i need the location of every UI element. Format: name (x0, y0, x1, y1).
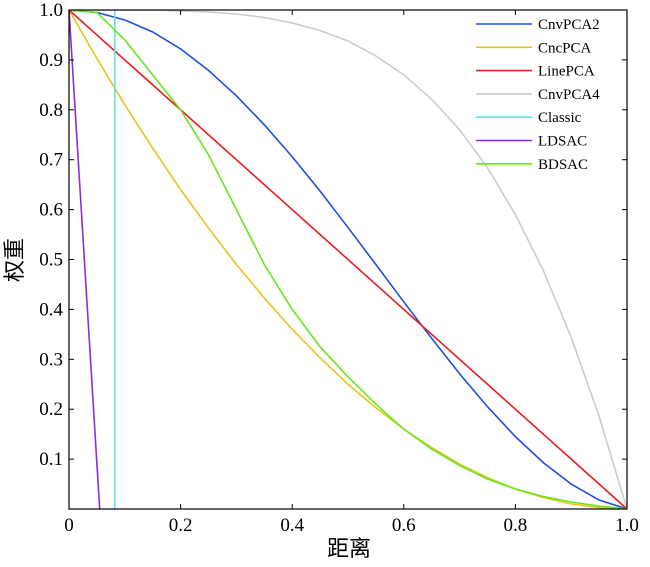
y-tick-label: 0.1 (39, 449, 63, 470)
y-tick-label: 0.9 (39, 50, 63, 71)
series-line-ldsac (69, 10, 101, 509)
legend-label: LDSAC (538, 134, 587, 150)
series-line-linepca (69, 10, 627, 509)
y-axis-label: 权重 (2, 238, 27, 282)
x-tick-label: 0.6 (392, 515, 416, 536)
legend-label: CnvPCA2 (538, 17, 600, 33)
x-tick-label: 0.2 (169, 515, 193, 536)
y-tick-label: 0.5 (39, 250, 63, 271)
x-tick-label: 0 (64, 515, 74, 536)
y-tick-label: 0.7 (39, 150, 63, 171)
legend-label: LinePCA (538, 64, 595, 80)
x-tick-label: 0.4 (280, 515, 304, 536)
legend-label: BDSAC (538, 157, 588, 173)
legend-label: Classic (538, 110, 582, 126)
y-tick-label: 0.2 (39, 399, 63, 420)
y-tick-label: 1.0 (39, 0, 63, 21)
series-line-cnvpca2 (69, 10, 627, 509)
y-tick-label: 0.4 (39, 299, 63, 320)
y-tick-label: 0.8 (39, 100, 63, 121)
x-axis-label: 距离 (327, 536, 371, 561)
y-tick-label: 0.3 (39, 349, 63, 370)
legend: CnvPCA2 CncPCA LinePCA CnvPCA4 Classic LDSAC B… (476, 17, 600, 173)
legend-label: CncPCA (538, 40, 592, 56)
x-tick-label: 1.0 (615, 515, 639, 536)
legend-label: CnvPCA4 (538, 87, 600, 103)
x-tick-label: 0.8 (504, 515, 528, 536)
y-tick-label: 0.6 (39, 200, 63, 221)
series-line-bdsac (69, 10, 627, 509)
